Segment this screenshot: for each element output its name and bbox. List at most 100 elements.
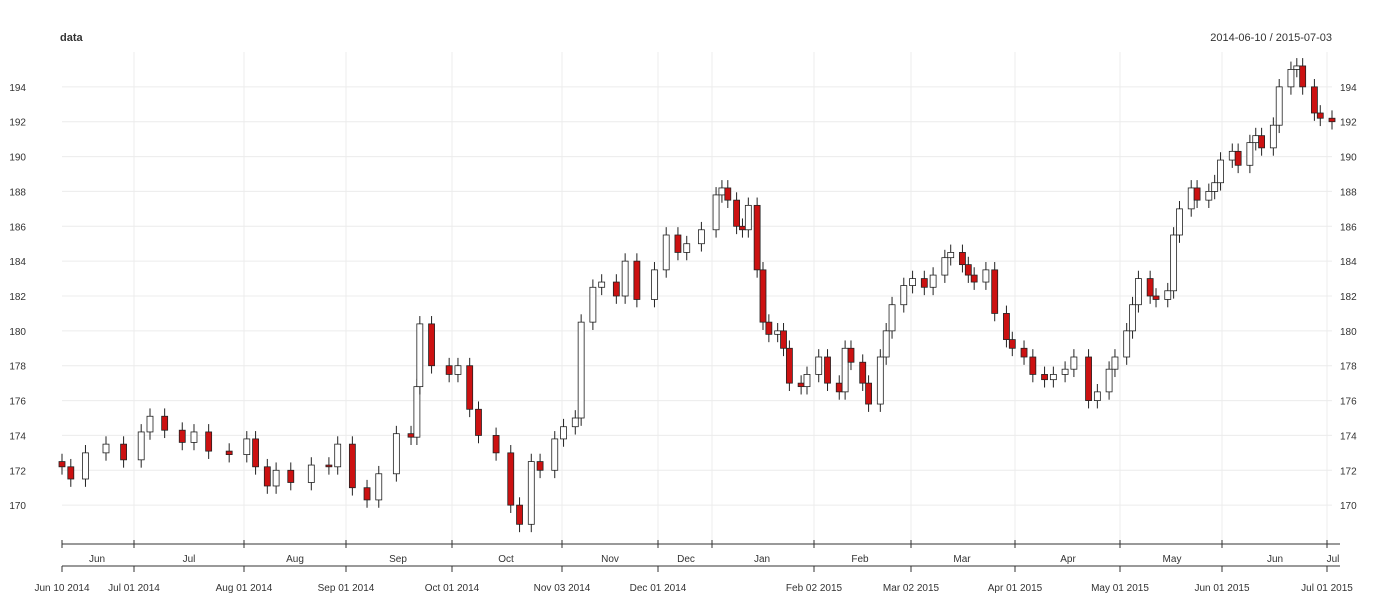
candle-body	[58, 461, 66, 468]
date-label: May 01 2015	[1091, 583, 1149, 594]
candle-body	[1049, 374, 1057, 381]
axes: 170 170 172 172 174 174 176 176 178 178 180 180 182 1…	[9, 83, 1357, 594]
candle-body	[964, 264, 972, 276]
candle-body	[774, 330, 782, 335]
candle-body	[1111, 356, 1119, 370]
candle-body	[325, 464, 333, 468]
candle-body	[1105, 368, 1113, 393]
candle-body	[1228, 150, 1236, 161]
date-label: Aug 01 2014	[216, 583, 273, 594]
candle-body	[334, 443, 342, 468]
candle-body	[876, 356, 884, 405]
candle-body	[1003, 313, 1010, 340]
candle-body	[1146, 278, 1154, 297]
date-label: Dec 01 2014	[630, 583, 687, 594]
candle-body	[1258, 135, 1266, 149]
candle-body	[909, 278, 916, 286]
date-label: Jul 01 2014	[108, 583, 160, 594]
y-tick-label-left: 180	[9, 327, 26, 338]
candle-body	[824, 356, 831, 384]
candle-body	[947, 252, 955, 259]
candle-body	[1020, 347, 1028, 358]
candle-body	[1029, 356, 1037, 375]
candle-body	[1093, 391, 1101, 401]
candle-body	[589, 286, 597, 323]
candle-body	[454, 365, 462, 375]
candle-body	[759, 269, 767, 323]
date-label: Jun 10 2014	[34, 583, 89, 594]
y-tick-label-right: 186	[1340, 222, 1357, 233]
candle-body	[1246, 142, 1254, 166]
month-label: May	[1163, 554, 1182, 565]
candle-body	[865, 382, 872, 405]
candle-body	[577, 321, 585, 419]
candle-body	[161, 415, 169, 431]
candle-body	[137, 431, 145, 461]
y-tick-label-left: 174	[9, 431, 26, 442]
month-label: Aug	[286, 554, 304, 565]
grid	[62, 52, 1332, 540]
candle-body	[571, 417, 579, 428]
candle-body	[146, 415, 154, 433]
candle-body	[190, 431, 198, 443]
candle-body	[920, 278, 928, 288]
candle-body	[466, 365, 474, 410]
candle-body	[1164, 290, 1172, 300]
candle-body	[560, 426, 567, 440]
month-label: Dec	[677, 554, 695, 565]
y-tick-label-left: 176	[9, 397, 26, 408]
candle-body	[243, 438, 251, 455]
candle-body	[712, 194, 720, 231]
month-label: Oct	[498, 554, 514, 565]
candle-body	[1187, 187, 1195, 210]
candle-body	[363, 487, 371, 501]
month-label: Jun	[1267, 554, 1283, 565]
candle-body	[551, 438, 559, 471]
candle-body	[859, 361, 867, 384]
candle-body	[785, 347, 793, 384]
candle-body	[900, 285, 908, 306]
y-tick-label-right: 190	[1340, 153, 1357, 164]
month-label: Jan	[754, 554, 770, 565]
candle-body	[753, 204, 761, 271]
candle-body	[847, 347, 855, 363]
y-tick-label-left: 188	[9, 187, 26, 198]
candle-body	[82, 452, 89, 480]
candle-body	[1287, 69, 1295, 88]
candle-body	[1269, 124, 1277, 149]
chart-title: data	[60, 32, 84, 44]
candle-body	[765, 321, 773, 335]
candle-body	[1299, 65, 1307, 88]
candle-body	[263, 466, 271, 487]
month-label: Jun	[89, 554, 105, 565]
date-label: Apr 01 2015	[988, 583, 1043, 594]
month-label: Jul	[183, 554, 196, 565]
date-label: Feb 02 2015	[786, 583, 843, 594]
candle-body	[1193, 187, 1201, 201]
y-tick-label-right: 170	[1340, 501, 1357, 512]
candle-body	[1176, 208, 1183, 236]
candle-body	[718, 187, 726, 196]
candle-body	[1217, 159, 1224, 184]
y-tick-label-right: 178	[1340, 362, 1357, 373]
y-tick-label-left: 172	[9, 466, 26, 477]
date-label: Jun 01 2015	[1194, 583, 1249, 594]
candle-body	[970, 274, 978, 283]
month-label: Apr	[1060, 554, 1076, 565]
candle-body	[1316, 112, 1324, 119]
candle-body	[982, 269, 990, 283]
candle-body	[1293, 65, 1301, 70]
candle-body	[633, 260, 641, 300]
candle-body	[407, 433, 415, 438]
candle-body	[835, 382, 843, 393]
y-tick-label-right: 176	[1340, 397, 1357, 408]
candle-body	[475, 408, 482, 436]
candle-body	[375, 473, 383, 501]
candle-body	[67, 466, 75, 480]
candle-body	[1070, 356, 1078, 370]
candle-body	[507, 452, 515, 506]
candle-body	[102, 443, 110, 454]
candle-body	[527, 461, 535, 525]
candles	[58, 58, 1336, 533]
candle-body	[348, 443, 356, 489]
